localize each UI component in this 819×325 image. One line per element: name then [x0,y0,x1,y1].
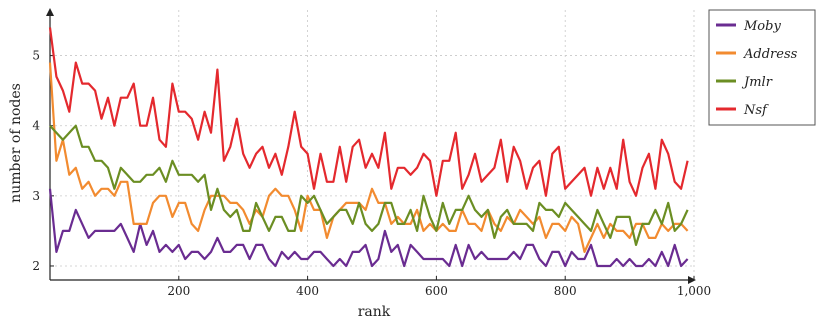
y-tick-label: 5 [32,49,40,63]
series-line-address [48,62,689,253]
x-tick-label: 800 [554,284,577,298]
series-line-nsf [48,27,689,197]
x-tick-label: 600 [425,284,448,298]
legend-label-nsf: Nsf [743,103,769,118]
series-lines [48,27,689,268]
x-tick-label: 200 [167,284,190,298]
axes: 200 400 600 800 1,000 2 3 4 5 [32,8,711,298]
series-line-jmlr [49,124,689,246]
x-tick-label: 400 [296,284,319,298]
legend: Moby Address Jmlr Nsf [708,9,816,126]
y-tick-label: 3 [32,189,40,203]
legend-label-address: Address [743,47,798,62]
legend-box [708,9,816,126]
y-tick-label: 4 [32,119,40,133]
series-line-moby [48,188,689,268]
x-tick-label: 1,000 [677,284,711,298]
y-axis-arrow [46,8,54,16]
grid [50,10,695,280]
legend-label-moby: Moby [743,19,781,34]
x-axis-arrow [688,276,696,284]
y-tick-label: 2 [32,259,40,273]
x-axis-label: rank [358,304,391,320]
legend-label-jmlr: Jmlr [741,75,773,90]
y-axis-label: number of nodes [8,83,24,203]
